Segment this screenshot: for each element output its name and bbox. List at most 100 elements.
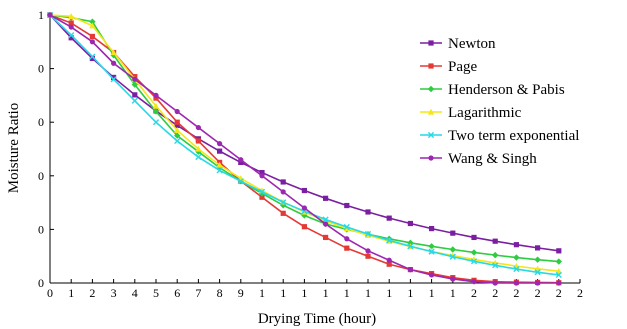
data-point <box>174 137 181 145</box>
x-tick-label: 2 <box>89 286 95 300</box>
x-tick-label: 1 <box>365 286 371 300</box>
data-point <box>301 187 307 194</box>
data-point <box>68 20 74 26</box>
series-group <box>46 11 562 286</box>
data-point <box>153 92 159 98</box>
legend-label: Page <box>448 59 478 75</box>
data-point <box>89 18 96 25</box>
x-tick-label: 6 <box>174 286 180 300</box>
data-point <box>174 132 181 139</box>
data-point <box>534 256 541 263</box>
data-point <box>258 188 266 195</box>
y-tick-label: 0 <box>38 276 44 290</box>
data-point <box>111 60 117 66</box>
data-point <box>132 76 138 82</box>
data-point <box>195 153 202 161</box>
data-point <box>131 97 138 104</box>
data-point <box>344 202 350 209</box>
data-point <box>534 269 541 276</box>
data-point <box>323 221 329 227</box>
data-point <box>429 225 435 232</box>
data-point <box>280 199 287 206</box>
data-point <box>450 276 456 282</box>
data-point <box>89 39 95 45</box>
data-point <box>110 52 117 59</box>
x-tick-label: 1 <box>301 286 307 300</box>
x-tick-label: 2 <box>471 286 477 300</box>
data-point <box>152 102 160 109</box>
data-point <box>280 189 286 195</box>
data-point <box>470 249 478 256</box>
data-point <box>301 224 307 230</box>
data-point <box>344 236 350 242</box>
legend-label: Wang & Singh <box>448 151 537 167</box>
x-axis-title: Drying Time (hour) <box>258 311 376 327</box>
data-point <box>535 245 541 251</box>
data-point <box>428 243 435 250</box>
data-point <box>237 178 244 185</box>
data-point <box>386 215 392 221</box>
legend-label: Newton <box>448 36 496 52</box>
data-point <box>174 108 180 115</box>
data-point <box>386 237 393 244</box>
legend-item: Wang & Singh <box>420 151 537 167</box>
series-line <box>49 14 559 284</box>
x-tick-label: 1 <box>68 286 74 300</box>
data-point <box>68 13 75 19</box>
legend: Newton Page Henderson & Pabis Lagarithmic Tw… <box>420 36 579 167</box>
data-point <box>407 267 413 273</box>
data-point <box>195 124 201 131</box>
data-point <box>555 268 562 274</box>
data-point <box>323 234 329 241</box>
x-tick-label: 9 <box>238 286 244 300</box>
legend-label: Two term exponential <box>448 128 579 144</box>
data-point <box>110 76 117 83</box>
data-point <box>217 141 223 147</box>
data-point <box>555 258 562 265</box>
data-point <box>470 258 478 265</box>
data-point <box>556 248 562 254</box>
y-tick-label: 0 <box>38 222 44 236</box>
x-tick-label: 1 <box>323 286 329 300</box>
x-tick-label: 8 <box>217 286 223 300</box>
y-tick-label: 1 <box>38 8 44 22</box>
data-point <box>343 225 350 232</box>
legend-marker <box>428 155 434 161</box>
x-tick-label: 2 <box>513 286 519 300</box>
data-point <box>449 246 456 253</box>
data-point <box>68 35 74 41</box>
data-point <box>407 243 414 250</box>
data-point <box>513 280 520 286</box>
x-tick-label: 1 <box>344 286 350 300</box>
data-point <box>513 254 520 261</box>
data-point <box>555 271 562 279</box>
data-point <box>513 265 520 273</box>
data-point <box>449 253 456 260</box>
legend-marker <box>427 108 435 115</box>
legend-marker <box>427 131 435 139</box>
legend-item: Two term exponential <box>420 128 579 144</box>
data-point <box>174 122 180 129</box>
x-tick-label: 2 <box>556 286 562 300</box>
data-point <box>343 223 350 231</box>
x-tick-label: 1 <box>407 286 413 300</box>
data-point <box>471 234 477 241</box>
series-line <box>49 14 559 284</box>
legend-label: Lagarithmic <box>448 105 522 121</box>
data-point <box>365 209 371 215</box>
x-tick-label: 4 <box>132 286 138 300</box>
data-point <box>386 261 392 267</box>
data-point <box>216 167 223 174</box>
x-tick-label: 0 <box>47 286 53 300</box>
data-point <box>89 53 96 60</box>
data-point <box>111 74 117 81</box>
x-tick-label: 2 <box>535 286 541 300</box>
data-point <box>259 194 265 200</box>
data-point <box>68 32 75 39</box>
data-point <box>152 119 160 126</box>
legend-item: Henderson & Pabis <box>420 82 565 98</box>
data-point <box>365 248 371 254</box>
data-point <box>216 161 223 168</box>
